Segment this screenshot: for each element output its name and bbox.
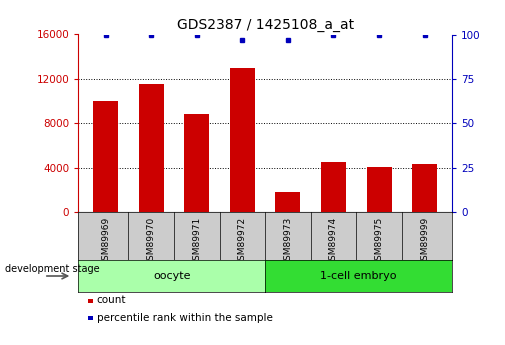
Bar [184, 115, 209, 212]
Text: oocyte: oocyte [153, 271, 190, 281]
Bar [321, 162, 346, 212]
Bar [367, 167, 391, 212]
Text: GSM89971: GSM89971 [192, 217, 201, 266]
Bar [93, 101, 118, 212]
Bar [275, 192, 300, 212]
Bar [139, 85, 164, 212]
Text: GSM89974: GSM89974 [329, 217, 338, 266]
Text: percentile rank within the sample: percentile rank within the sample [96, 313, 272, 323]
Text: GSM89973: GSM89973 [283, 217, 292, 266]
Text: development stage: development stage [5, 264, 99, 274]
Bar [230, 68, 255, 212]
Text: GSM89969: GSM89969 [101, 217, 110, 266]
Text: GSM89972: GSM89972 [238, 217, 247, 266]
Text: GSM89975: GSM89975 [375, 217, 384, 266]
Text: count: count [96, 296, 126, 305]
Text: 1-cell embryo: 1-cell embryo [320, 271, 397, 281]
Title: GDS2387 / 1425108_a_at: GDS2387 / 1425108_a_at [177, 18, 354, 32]
Bar [412, 165, 437, 212]
Text: GSM89970: GSM89970 [146, 217, 156, 266]
Text: GSM89999: GSM89999 [420, 217, 429, 266]
